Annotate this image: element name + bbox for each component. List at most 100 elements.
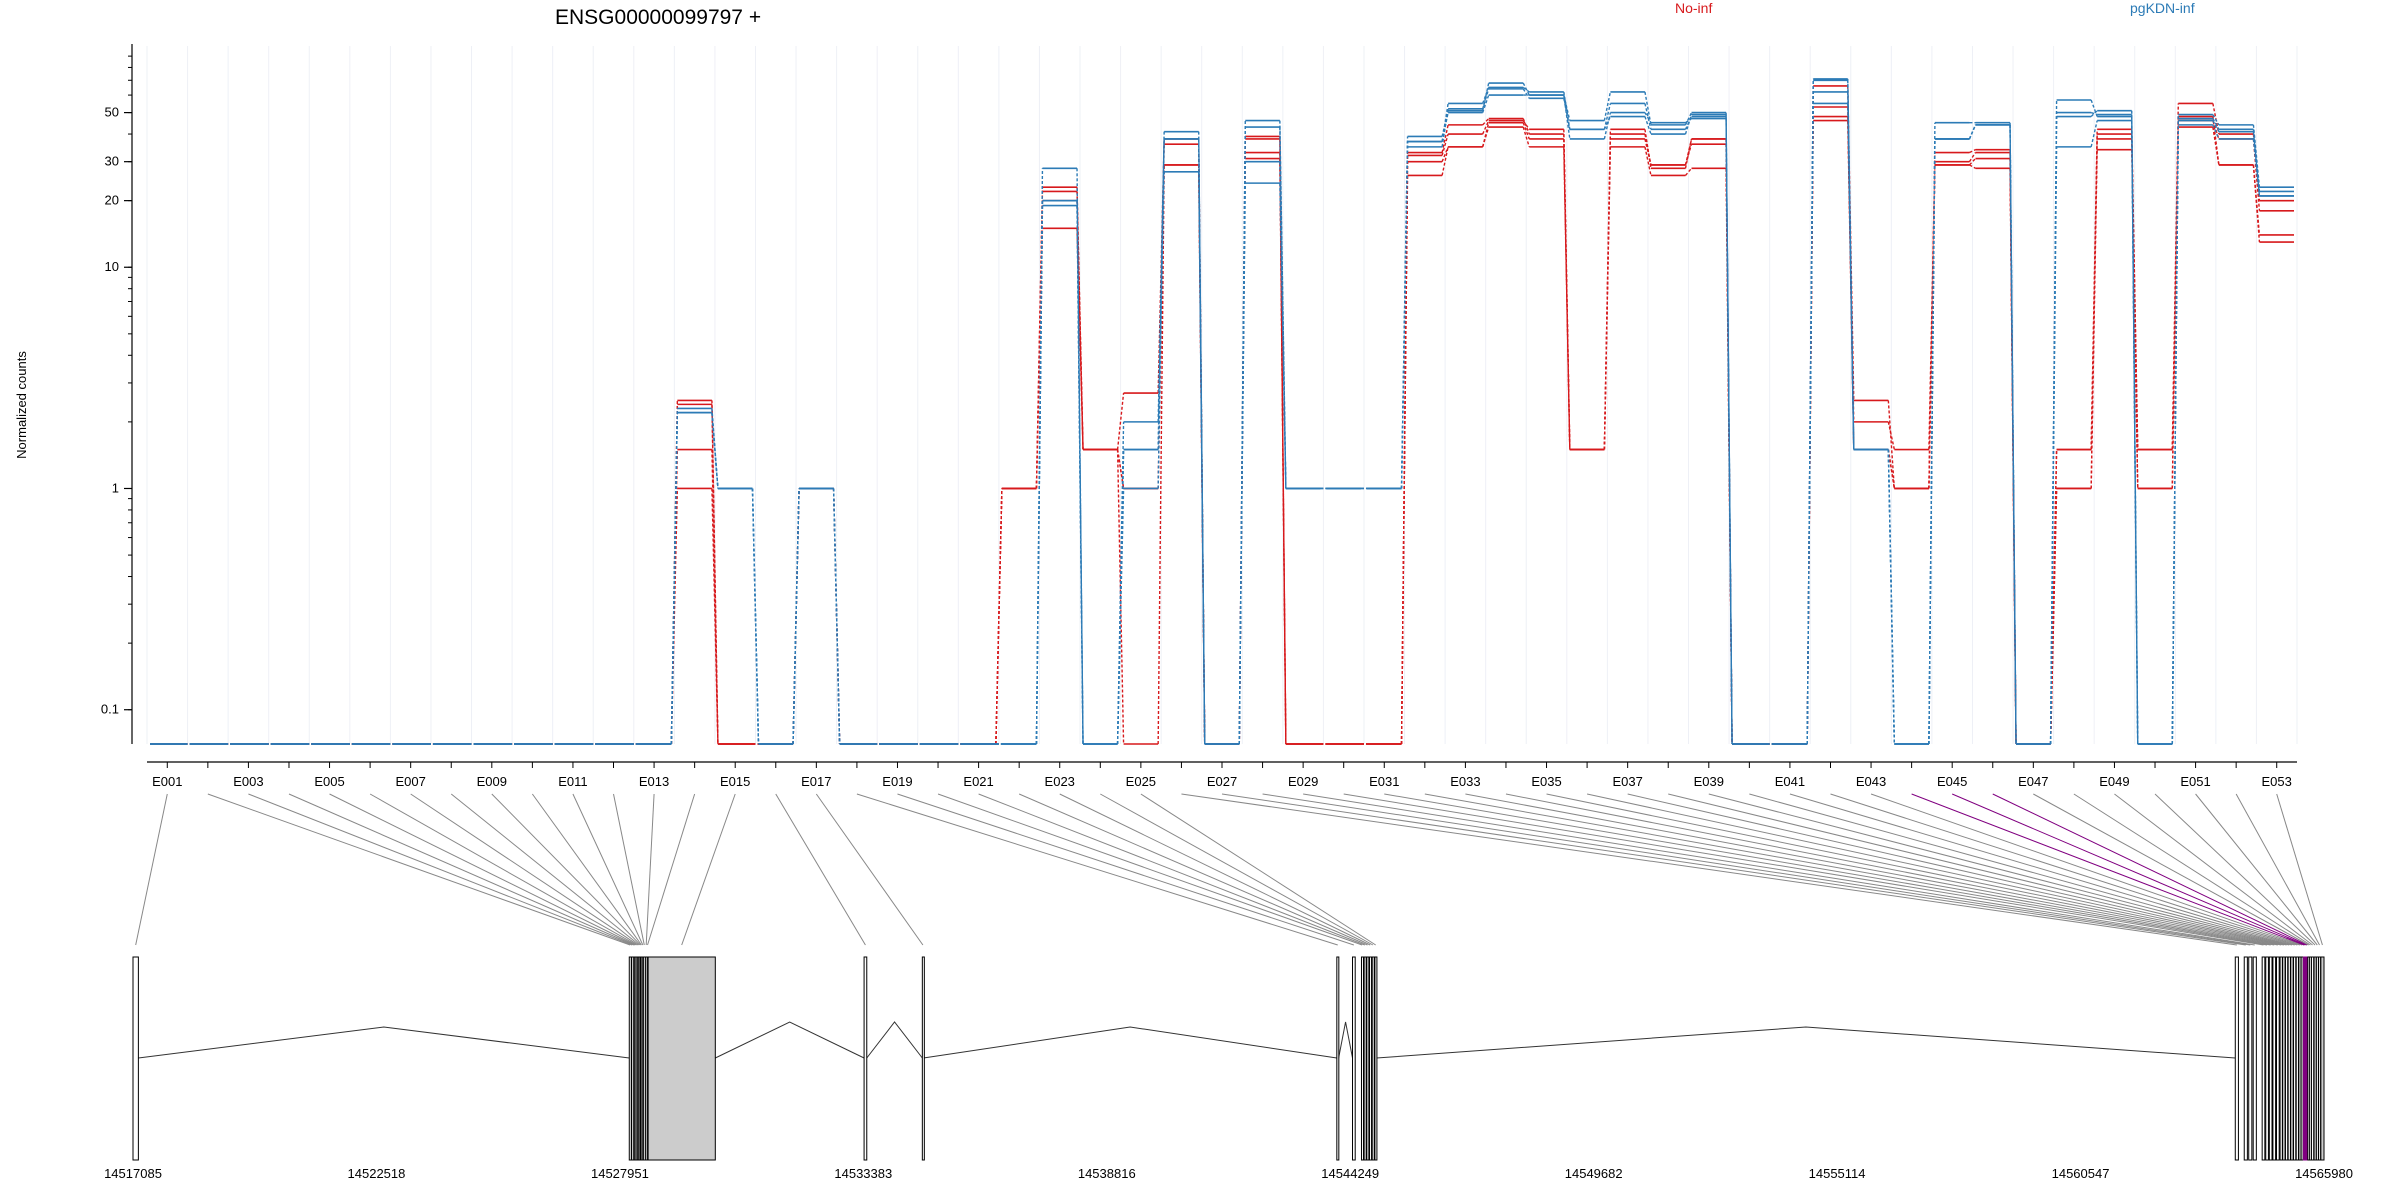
exon-step: [1644, 116, 1652, 135]
x-tick-label: E027: [1207, 774, 1237, 789]
exon-step: [1563, 94, 1571, 140]
exon-step: [1157, 138, 1165, 422]
exon-connector: [248, 793, 633, 946]
exon-box: [2318, 956, 2322, 1161]
x-tick-label: E031: [1369, 774, 1399, 789]
x-tick-label: E043: [1856, 774, 1886, 789]
exon-step: [2212, 120, 2220, 133]
exon-box: [2287, 956, 2291, 1161]
exon-box: [921, 956, 925, 1161]
exon-box: [132, 956, 139, 1161]
exon-connector: [491, 793, 641, 946]
x-tick-label: E001: [152, 774, 182, 789]
exon-step: [2212, 114, 2220, 126]
exon-step: [1969, 164, 1976, 169]
exon-step: [792, 488, 800, 745]
exon-connector: [613, 793, 645, 946]
exon-step: [2212, 126, 2220, 166]
exon-connector: [978, 793, 1366, 946]
exon-connector: [531, 793, 642, 946]
exon-connector: [1586, 793, 2285, 946]
exon-connector: [288, 793, 635, 946]
exon-box: [1371, 956, 1375, 1161]
exon-connector: [681, 793, 736, 946]
exon-connector: [1424, 793, 2271, 946]
x-tick-label: E033: [1450, 774, 1480, 789]
x-tick-label: E011: [558, 774, 587, 789]
exon-connector: [645, 793, 655, 946]
exon-connector: [1465, 793, 2275, 946]
exon-step: [2252, 138, 2261, 197]
exon-step: [2131, 129, 2139, 450]
x-tick-label: E037: [1612, 774, 1642, 789]
exon-connector: [2114, 793, 2313, 946]
exon-step: [1116, 392, 1125, 450]
exon-step: [2171, 103, 2180, 450]
exon-step: [2090, 129, 2098, 450]
coordinate-label: 14560547: [2052, 1166, 2110, 1181]
exon-connectors: [135, 793, 2323, 946]
chart-title: ENSG00000099797 +: [555, 6, 761, 29]
intron: [138, 1026, 630, 1059]
exon-connector: [329, 793, 636, 946]
exon-connector: [647, 793, 696, 946]
exon-step: [2171, 124, 2180, 745]
coordinate-label: 14549682: [1565, 1166, 1623, 1181]
exon-box: [2252, 956, 2257, 1161]
exon-step: [1198, 171, 1206, 745]
x-tick-label: E025: [1126, 774, 1156, 789]
exon-step: [1968, 124, 1977, 140]
exon-box: [2320, 956, 2325, 1161]
exon-connector: [2073, 793, 2311, 946]
coordinate-label: 14522518: [348, 1166, 406, 1181]
exon-connector: [572, 793, 644, 946]
x-tick-label: E049: [2099, 774, 2129, 789]
y-tick-label: 50: [105, 105, 119, 120]
coordinate-label: 14527951: [591, 1166, 649, 1181]
exon-step: [1644, 133, 1652, 166]
exon-box: [2313, 956, 2317, 1161]
intron: [715, 1021, 865, 1059]
exon-step: [1522, 88, 1530, 99]
exon-connector: [1262, 793, 2251, 946]
exon-box: [1360, 956, 1364, 1161]
exon-step: [1806, 91, 1814, 745]
exon-connector: [1951, 793, 2306, 946]
exon-step: [1238, 183, 1246, 745]
x-tick-label: E041: [1775, 774, 1805, 789]
exon-connector: [1384, 793, 2268, 946]
exon-box: [1369, 956, 1373, 1161]
exon-step: [1522, 82, 1530, 96]
exon-connector: [1303, 793, 2255, 946]
x-tick-label: E007: [395, 774, 425, 789]
exon-step: [1603, 112, 1612, 140]
y-axis-label: Normalized counts: [14, 351, 29, 459]
exon-step: [2131, 116, 2139, 745]
exon-connector: [2033, 793, 2309, 946]
y-tick-label: 20: [105, 193, 119, 208]
exon-box: [1363, 956, 1367, 1161]
x-tick-label: E023: [1045, 774, 1075, 789]
exon-step: [1603, 134, 1612, 450]
exon-step: [1279, 183, 1287, 489]
exon-connector: [856, 793, 1338, 946]
exon-step: [1482, 118, 1490, 126]
exon-box: [2261, 956, 2266, 1161]
exon-step: [1968, 152, 1977, 163]
exon-connector: [2235, 793, 2320, 946]
x-tick-label: E053: [2262, 774, 2292, 789]
exon-connector: [135, 793, 168, 946]
exon-connector: [1708, 793, 2293, 946]
exon-box: [2295, 956, 2299, 1161]
exon-connector: [1343, 793, 2264, 946]
exon-step: [711, 400, 719, 745]
x-tick-label: E009: [477, 774, 507, 789]
exon-step: [670, 412, 679, 745]
exon-box: [2265, 956, 2269, 1161]
exon-connector: [1181, 793, 2237, 946]
coordinate-label: 14517085: [104, 1166, 162, 1181]
x-tick-label: E051: [2180, 774, 2210, 789]
exon-step: [1563, 134, 1571, 450]
coordinate-label: 14544249: [1321, 1166, 1379, 1181]
